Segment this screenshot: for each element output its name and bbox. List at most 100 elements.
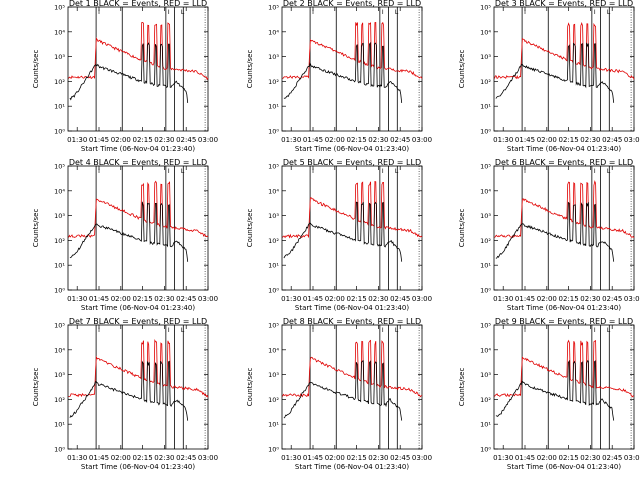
vline-marker: I bbox=[594, 9, 596, 16]
x-tick-label: 01:30 bbox=[281, 136, 301, 144]
plot-frame bbox=[67, 6, 209, 132]
plot-frame bbox=[281, 324, 423, 450]
y-tick-label: 10¹ bbox=[268, 421, 279, 429]
x-tick-label: 03:00 bbox=[624, 454, 640, 462]
vline-marker: I bbox=[168, 327, 170, 334]
x-tick-label: 02:45 bbox=[602, 136, 622, 144]
x-tick-label: 01:45 bbox=[89, 136, 109, 144]
y-tick-label: 10⁰ bbox=[54, 287, 65, 295]
x-tick-label: 01:30 bbox=[493, 295, 513, 303]
y-tick-label: 10⁴ bbox=[268, 187, 279, 195]
x-tick-label: 02:15 bbox=[559, 295, 579, 303]
vline-marker: I bbox=[98, 327, 100, 334]
y-tick-label: 10⁵ bbox=[480, 322, 491, 330]
vline-marker: I bbox=[594, 327, 596, 334]
vline-marker: I bbox=[524, 327, 526, 334]
y-axis-label: Counts/sec bbox=[32, 368, 40, 407]
events-series-line bbox=[69, 42, 189, 103]
y-tick-label: 10³ bbox=[268, 53, 279, 61]
vline-marker: L bbox=[607, 168, 611, 175]
lld-series-line bbox=[282, 180, 423, 239]
x-tick-label: 03:00 bbox=[412, 295, 432, 303]
vline-marker: I bbox=[382, 327, 384, 334]
y-tick-label: 10¹ bbox=[480, 103, 491, 111]
x-tick-label: 01:30 bbox=[281, 295, 301, 303]
panel-det-6: Det 6 BLACK = Events, RED = LLD 10⁰ 10¹ 10²… bbox=[458, 158, 640, 312]
lld-series-line bbox=[494, 180, 635, 238]
x-tick-label: 02:30 bbox=[580, 136, 600, 144]
vline-marker: L bbox=[181, 327, 185, 334]
x-tick-label: 02:15 bbox=[133, 454, 153, 462]
y-tick-label: 10⁴ bbox=[268, 28, 279, 36]
x-tick-label: 02:45 bbox=[176, 295, 196, 303]
x-tick-label: 02:30 bbox=[154, 136, 174, 144]
vline-marker: L bbox=[181, 168, 185, 175]
y-tick-label: 10⁴ bbox=[54, 187, 65, 195]
vline-marker: L bbox=[607, 327, 611, 334]
x-tick-label: 01:30 bbox=[493, 454, 513, 462]
vline-marker: I bbox=[312, 327, 314, 334]
y-tick-label: 10¹ bbox=[480, 262, 491, 270]
x-tick-label: 02:30 bbox=[368, 295, 388, 303]
x-axis-label: Start Time (06-Nov-04 01:23:40) bbox=[81, 304, 195, 312]
x-tick-label: 02:00 bbox=[537, 454, 557, 462]
panel-det-4: Det 4 BLACK = Events, RED = LLD 10⁰ 10¹ 10²… bbox=[32, 158, 218, 312]
vline-marker: L bbox=[395, 9, 399, 16]
y-tick-label: 10³ bbox=[480, 212, 491, 220]
panel-title: Det 2 BLACK = Events, RED = LLD bbox=[283, 0, 421, 8]
y-tick-label: 10³ bbox=[268, 212, 279, 220]
x-axis-label: Start Time (06-Nov-04 01:23:40) bbox=[81, 463, 195, 471]
y-tick-label: 10⁵ bbox=[268, 322, 279, 330]
y-tick-label: 10⁴ bbox=[54, 28, 65, 36]
y-tick-label: 10⁴ bbox=[480, 346, 491, 354]
y-tick-label: 10⁵ bbox=[480, 4, 491, 12]
vline-marker: I bbox=[168, 168, 170, 175]
events-series-line bbox=[283, 360, 403, 421]
events-series-line bbox=[283, 201, 403, 262]
x-tick-label: 01:45 bbox=[303, 295, 323, 303]
y-tick-label: 10³ bbox=[480, 53, 491, 61]
y-tick-label: 10⁵ bbox=[54, 322, 65, 330]
y-tick-label: 10² bbox=[54, 237, 65, 245]
panel-title: Det 1 BLACK = Events, RED = LLD bbox=[69, 0, 207, 8]
x-tick-label: 02:30 bbox=[368, 136, 388, 144]
y-axis-label: Counts/sec bbox=[246, 209, 254, 248]
x-axis-label: Start Time (06-Nov-04 01:23:40) bbox=[81, 145, 195, 153]
y-axis-label: Counts/sec bbox=[246, 368, 254, 407]
panel-title: Det 6 BLACK = Events, RED = LLD bbox=[495, 158, 633, 167]
lld-series-line bbox=[494, 339, 635, 398]
x-tick-label: 02:30 bbox=[154, 295, 174, 303]
panel-title: Det 5 BLACK = Events, RED = LLD bbox=[283, 158, 421, 167]
vline-marker: L bbox=[395, 327, 399, 334]
lld-series-line bbox=[68, 180, 209, 238]
panel-det-2: Det 2 BLACK = Events, RED = LLD 10⁰ 10¹ 10²… bbox=[246, 0, 432, 153]
x-axis-label: Start Time (06-Nov-04 01:23:40) bbox=[507, 463, 621, 471]
x-tick-label: 03:00 bbox=[198, 295, 218, 303]
x-tick-label: 01:45 bbox=[515, 295, 535, 303]
y-tick-label: 10⁴ bbox=[480, 28, 491, 36]
y-tick-label: 10² bbox=[480, 78, 491, 86]
x-tick-label: 02:00 bbox=[111, 136, 131, 144]
x-tick-label: 03:00 bbox=[198, 136, 218, 144]
x-tick-label: 02:15 bbox=[133, 295, 153, 303]
plot-frame bbox=[67, 165, 209, 291]
vline-marker: I bbox=[524, 168, 526, 175]
x-tick-label: 02:00 bbox=[111, 295, 131, 303]
events-series-line bbox=[495, 201, 615, 262]
x-tick-label: 01:45 bbox=[303, 454, 323, 462]
y-tick-label: 10⁰ bbox=[480, 287, 491, 295]
vline-marker: I bbox=[98, 168, 100, 175]
y-tick-label: 10² bbox=[480, 237, 491, 245]
y-tick-label: 10² bbox=[54, 78, 65, 86]
x-tick-label: 02:00 bbox=[537, 136, 557, 144]
y-tick-label: 10³ bbox=[54, 371, 65, 379]
y-tick-label: 10⁵ bbox=[268, 4, 279, 12]
lld-series-line bbox=[282, 21, 423, 79]
vline-marker: I bbox=[524, 9, 526, 16]
lld-series-line bbox=[68, 339, 209, 398]
vline-marker: I bbox=[98, 9, 100, 16]
vline-marker: I bbox=[382, 9, 384, 16]
x-tick-label: 02:45 bbox=[176, 454, 196, 462]
plot-frame bbox=[281, 6, 423, 132]
